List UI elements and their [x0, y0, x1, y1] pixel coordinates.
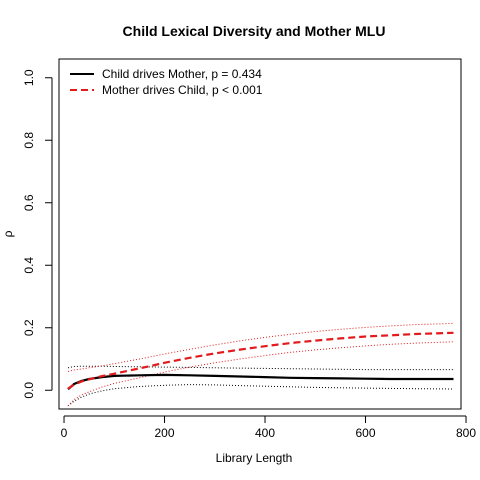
series-lines	[67, 331, 454, 391]
series-1-ci-upper	[67, 322, 454, 372]
chart-title: Child Lexical Diversity and Mother MLU	[123, 23, 386, 39]
x-tick-label: 200	[155, 426, 175, 440]
plot-frame	[58, 58, 462, 410]
x-tick-label: 600	[356, 426, 376, 440]
y-tick-label: 0.0	[22, 382, 36, 399]
x-axis: 0 200 400 600 800	[61, 415, 476, 440]
series-0-ci-upper	[67, 365, 454, 371]
y-tick-label: 0.2	[22, 319, 36, 336]
x-tick-label: 400	[255, 426, 275, 440]
y-axis: 0.0 0.2 0.4 0.6 0.8 1.0	[22, 69, 53, 399]
x-tick-label: 0	[61, 426, 68, 440]
y-tick-label: 0.4	[22, 257, 36, 274]
y-tick-label: 1.0	[22, 69, 36, 86]
legend-label-mother-drives-child: Mother drives Child, p < 0.001	[102, 83, 263, 97]
y-axis-label: ρ	[1, 230, 15, 237]
series-line-0	[67, 373, 454, 391]
x-axis-label: Library Length	[216, 451, 293, 465]
y-tick-label: 0.6	[22, 194, 36, 211]
y-tick-label: 0.8	[22, 132, 36, 149]
series-1-ci-lower	[67, 341, 454, 407]
x-tick-label: 800	[456, 426, 476, 440]
series-0-ci-lower	[67, 384, 454, 407]
confidence-bands	[67, 322, 454, 407]
legend-label-child-drives-mother: Child drives Mother, p = 0.434	[102, 67, 262, 81]
series-line-1	[67, 331, 454, 390]
legend: Child drives Mother, p = 0.434 Mother dr…	[70, 67, 263, 97]
